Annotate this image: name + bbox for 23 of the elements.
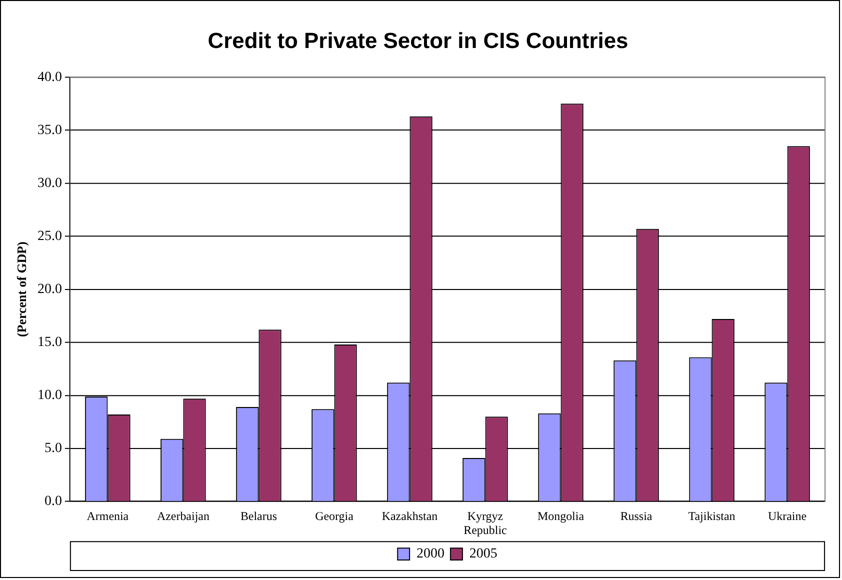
chart-title: Credit to Private Sector in CIS Countries [208, 28, 628, 54]
y-tick-label: 30.0 [38, 176, 62, 191]
x-tick-label: Tajikistan [688, 508, 736, 523]
x-tick-label: Mongolia [537, 508, 585, 523]
y-tick-label: 15.0 [38, 335, 62, 350]
x-tick-label: Kyrgyz Republic [464, 508, 507, 538]
y-tick-label: 25.0 [38, 228, 62, 244]
y-tick-label: 10.0 [38, 388, 62, 404]
x-tick-label: Kazakhstan [382, 508, 438, 523]
legend-label: 2000 [416, 546, 444, 562]
x-tick-label: Armenia [86, 508, 130, 523]
legend-label: 2005 [469, 546, 498, 562]
y-tick-label: 0.0 [44, 494, 62, 510]
y-axis-title: (Percent of GDP) [14, 242, 30, 337]
x-tick-label: Azerbaijan [156, 508, 210, 523]
y-tick-label: 40.0 [38, 70, 62, 85]
x-tick-label: Georgia [315, 508, 354, 523]
x-tick-label: Belarus [240, 508, 278, 523]
y-tick-label: 35.0 [38, 122, 62, 138]
x-tick-label: Russia [620, 508, 653, 523]
y-tick-label: 5.0 [44, 441, 62, 456]
y-tick-label: 20.0 [38, 282, 62, 297]
x-tick-label: Ukraine [768, 508, 807, 523]
